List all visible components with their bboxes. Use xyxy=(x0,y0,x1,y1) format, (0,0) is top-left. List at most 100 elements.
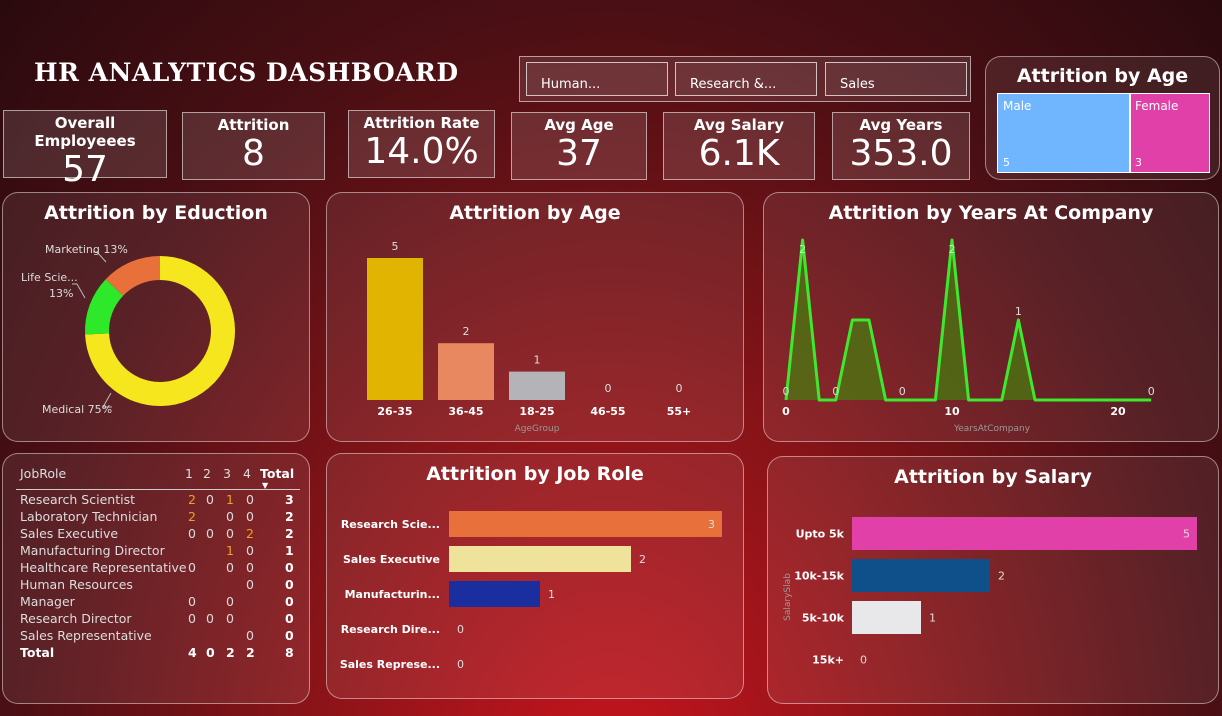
cell-value: 0 xyxy=(188,560,196,575)
jobrole-bar-chart: Research Scie... 3 Sales Executive 2 Manufac… xyxy=(340,511,722,671)
attrition-by-salary-panel: Attrition by Salary SalarySlab Upto 5k 5 1… xyxy=(767,456,1219,704)
leader-line xyxy=(72,283,86,299)
table-row[interactable]: Sales Representative 0 0 xyxy=(3,628,309,645)
kpi-label: Avg Age xyxy=(544,116,614,134)
x-tick-label: 18-25 xyxy=(519,405,554,418)
x-tick-label: 55+ xyxy=(667,405,692,418)
table-row[interactable]: Research Scientist 2 0 1 0 3 xyxy=(3,492,309,509)
data-label: 2 xyxy=(463,325,470,338)
data-label: 3 xyxy=(708,518,715,531)
data-label: 2 xyxy=(639,553,646,566)
cell-value: 0 xyxy=(246,628,254,643)
jobrole-matrix-table: JobRole 1 2 3 4 Total ▼ Research Scienti… xyxy=(2,453,310,704)
donut-slice-2[interactable] xyxy=(105,256,161,297)
cell-total: 0 xyxy=(285,628,294,643)
cell-total: 0 xyxy=(285,577,294,592)
header-col-4[interactable]: 4 xyxy=(243,466,251,481)
kpi-label: Avg Years xyxy=(859,116,943,134)
kpi-avg-years: Avg Years 353.0 xyxy=(832,112,970,180)
cell-jobrole: Healthcare Representative xyxy=(20,560,187,575)
table-row[interactable]: Sales Executive 0 0 0 2 2 xyxy=(3,526,309,543)
table-total-row[interactable]: Total 4 0 2 2 8 xyxy=(3,645,309,662)
data-label: 0 xyxy=(783,385,790,398)
cell-value: 0 xyxy=(226,560,234,575)
treemap-value: 5 xyxy=(1003,156,1010,169)
bar-Manufacturin...[interactable] xyxy=(449,581,540,607)
treemap-label: Male xyxy=(1003,99,1032,113)
bar-10k-15k[interactable] xyxy=(852,559,990,592)
cell-value: 0 xyxy=(226,526,234,541)
header-col-3[interactable]: 3 xyxy=(223,466,231,481)
data-label: 0 xyxy=(457,623,464,636)
x-tick-label: 0 xyxy=(782,405,790,418)
cell-total: 2 xyxy=(285,509,294,524)
treemap-label: Female xyxy=(1135,99,1179,113)
cell-value: 0 xyxy=(226,594,234,609)
cell-value: 0 xyxy=(206,645,215,660)
treemap-tile-male[interactable]: Male 5 xyxy=(997,93,1130,173)
table-row[interactable]: Research Director 0 0 0 0 xyxy=(3,611,309,628)
panel-title: Attrition by Age xyxy=(449,202,621,224)
slice-label-life-sciences-name: Life Scie... xyxy=(21,271,78,284)
bar-36-45[interactable] xyxy=(438,343,494,400)
cell-value: 2 xyxy=(246,526,254,541)
bar-26-35[interactable] xyxy=(367,258,423,400)
cell-total: 2 xyxy=(285,526,294,541)
bar-Sales Executive[interactable] xyxy=(449,546,631,572)
header-col-2[interactable]: 2 xyxy=(203,466,211,481)
data-label: 1 xyxy=(929,612,936,625)
slicer-sales[interactable]: Sales xyxy=(825,62,967,96)
data-label: 1 xyxy=(548,588,555,601)
kpi-value: 8 xyxy=(242,133,265,174)
cell-value: 0 xyxy=(206,611,214,626)
panel-title: Attrition by Salary xyxy=(894,466,1092,488)
cell-jobrole: Manufacturing Director xyxy=(20,543,165,558)
table-row[interactable]: Manufacturing Director 1 0 1 xyxy=(3,543,309,560)
kpi-attrition: Attrition 8 xyxy=(182,112,325,180)
bar-5k-10k[interactable] xyxy=(852,601,921,634)
attrition-by-jobrole-panel: Attrition by Job Role Research Scie... 3 S… xyxy=(326,453,744,699)
table-row[interactable]: Human Resources 0 0 xyxy=(3,577,309,594)
data-label: 2 xyxy=(799,243,806,256)
leader-line xyxy=(102,392,112,408)
kpi-avg-salary: Avg Salary 6.1K xyxy=(663,112,815,180)
slice-label-medical: Medical 75% xyxy=(42,403,112,416)
cell-value: 0 xyxy=(246,492,254,507)
cell-jobrole: Sales Representative xyxy=(20,628,152,643)
treemap-tile-female[interactable]: Female 3 xyxy=(1130,93,1210,173)
donut-slice-0[interactable] xyxy=(85,256,235,406)
table-row[interactable]: Laboratory Technician 2 0 0 2 xyxy=(3,509,309,526)
page-title: HR ANALYTICS DASHBOARD xyxy=(34,58,459,87)
table-row[interactable]: Healthcare Representative 0 0 0 0 xyxy=(3,560,309,577)
data-label: 0 xyxy=(605,382,612,395)
cell-value: 0 xyxy=(226,509,234,524)
cell-jobrole: Laboratory Technician xyxy=(20,509,158,524)
area-line[interactable] xyxy=(784,238,1152,402)
sort-desc-icon[interactable]: ▼ xyxy=(262,481,269,490)
header-total[interactable]: Total xyxy=(260,466,295,481)
bar-Upto 5k[interactable] xyxy=(852,517,1197,550)
kpi-label: Attrition Rate xyxy=(363,114,480,132)
category-label: Research Scie... xyxy=(341,518,440,531)
header-col-1[interactable]: 1 xyxy=(185,466,193,481)
bar-18-25[interactable] xyxy=(509,371,565,400)
slicer-human-resources[interactable]: Human... xyxy=(526,62,668,96)
x-axis-label: AgeGroup xyxy=(515,424,560,434)
category-label: Sales Represe... xyxy=(340,658,440,671)
cell-value: 0 xyxy=(246,543,254,558)
cell-jobrole: Research Scientist xyxy=(20,492,135,507)
cell-jobrole: Human Resources xyxy=(20,577,133,592)
kpi-attrition-rate: Attrition Rate 14.0% xyxy=(348,110,495,178)
x-tick-label: 10 xyxy=(944,405,960,418)
donut-slice-1[interactable] xyxy=(85,279,124,335)
cell-value: 0 xyxy=(188,526,196,541)
slicer-research-development[interactable]: Research &... xyxy=(675,62,817,96)
bar-Research Scie...[interactable] xyxy=(449,511,722,537)
cell-total: 0 xyxy=(285,611,294,626)
category-label: 15k+ xyxy=(812,654,844,667)
department-slicer: Human... Research &... Sales xyxy=(519,56,971,102)
cell-total: 8 xyxy=(285,645,294,660)
cell-value: 2 xyxy=(226,645,235,660)
table-row[interactable]: Manager 0 0 0 xyxy=(3,594,309,611)
data-label: 1 xyxy=(534,354,541,367)
